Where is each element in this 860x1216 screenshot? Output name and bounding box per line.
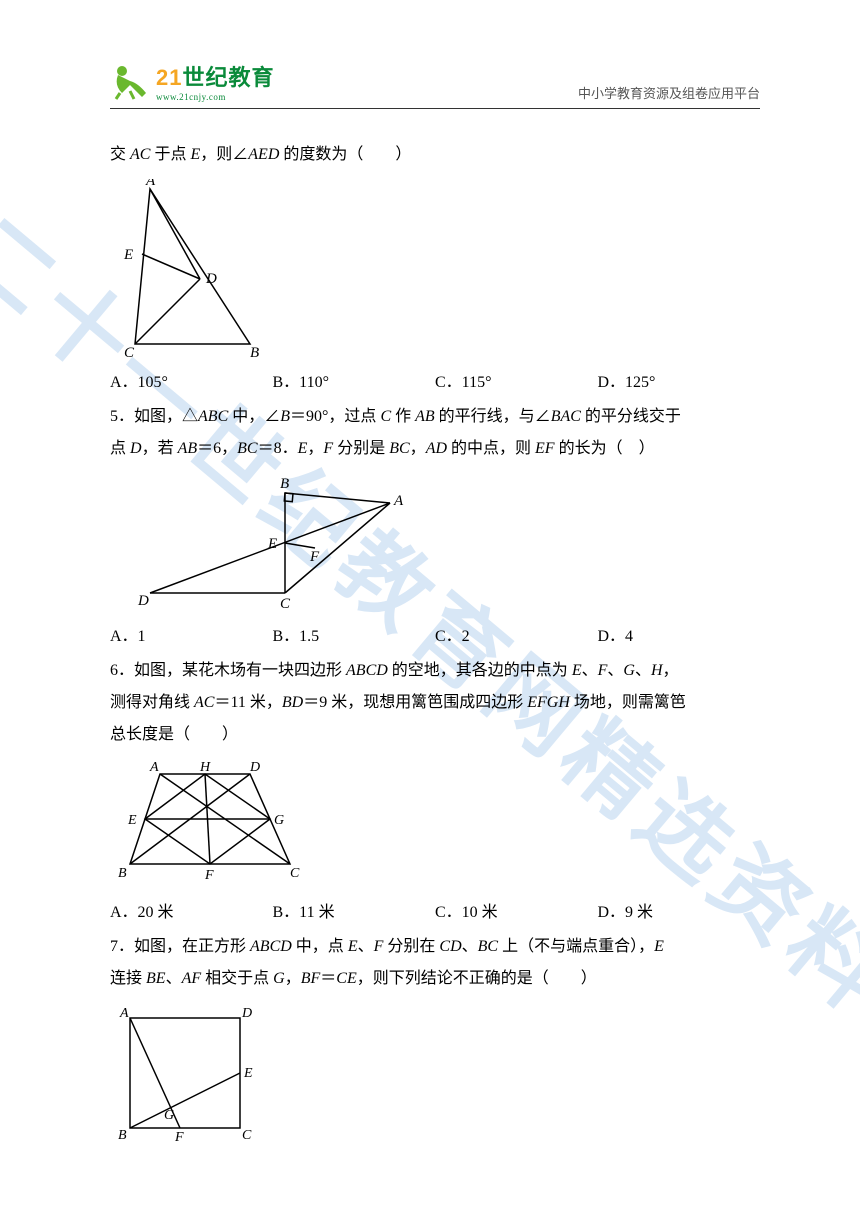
svg-text:E: E: [267, 536, 277, 552]
svg-text:H: H: [199, 760, 211, 775]
svg-text:D: D: [205, 271, 217, 287]
svg-text:C: C: [124, 345, 135, 359]
q6-opt-b: B．11 米: [273, 897, 436, 929]
q5-figure: B A E F C D: [110, 473, 760, 613]
svg-text:C: C: [280, 596, 291, 612]
svg-text:B: B: [280, 476, 289, 492]
q6-figure: A H D E G B F C: [110, 759, 760, 889]
content: 交 AC 于点 E，则∠AED 的度数为（ ） A E D C B: [110, 139, 760, 1143]
logo-icon: [110, 61, 150, 101]
svg-text:B: B: [118, 1128, 127, 1143]
q6-options: A．20 米 B．11 米 C．10 米 D．9 米: [110, 897, 760, 929]
header-right: 中小学教育资源及组卷应用平台: [578, 83, 760, 102]
svg-text:D: D: [241, 1006, 252, 1021]
svg-text:E: E: [127, 813, 137, 828]
svg-text:E: E: [243, 1066, 253, 1081]
svg-text:C: C: [290, 866, 300, 881]
q4-options: A．105° B．110° C．115° D．125°: [110, 367, 760, 399]
svg-text:D: D: [137, 593, 149, 609]
q4-stem: 交 AC 于点 E，则∠AED 的度数为（ ）: [110, 139, 760, 171]
q4-opt-b: B．110°: [273, 367, 436, 399]
svg-text:B: B: [118, 866, 127, 881]
q5-options: A．1 B．1.5 C．2 D．4: [110, 621, 760, 653]
q5-line1: 5．如图，△ABC 中，∠B＝90°，过点 C 作 AB 的平行线，与∠BAC …: [110, 401, 760, 433]
q4-opt-c: C．115°: [435, 367, 598, 399]
q6-opt-a: A．20 米: [110, 897, 273, 929]
logo-sub-text: www.21cnjy.com: [156, 92, 275, 102]
svg-text:G: G: [274, 813, 284, 828]
svg-text:E: E: [123, 247, 133, 263]
q6-opt-d: D．9 米: [598, 897, 761, 929]
svg-text:A: A: [145, 179, 156, 189]
q4-opt-a: A．105°: [110, 367, 273, 399]
svg-text:B: B: [250, 345, 259, 359]
logo: 21世纪教育 www.21cnjy.com: [110, 60, 275, 102]
q7-line2: 连接 BE、AF 相交于点 G，BF＝CE，则下列结论不正确的是（ ）: [110, 963, 760, 995]
q5-opt-d: D．4: [598, 621, 761, 653]
svg-text:F: F: [309, 549, 320, 565]
q6-line3: 总长度是（ ）: [110, 719, 760, 751]
svg-text:G: G: [164, 1108, 174, 1123]
q7-figure: A D E B F C G: [110, 1003, 760, 1143]
q4-figure: A E D C B: [110, 179, 760, 359]
svg-text:A: A: [149, 760, 159, 775]
svg-text:C: C: [242, 1128, 252, 1143]
svg-text:F: F: [204, 868, 214, 883]
svg-text:A: A: [393, 493, 404, 509]
svg-text:D: D: [249, 760, 260, 775]
q7-line1: 7．如图，在正方形 ABCD 中，点 E、F 分别在 CD、BC 上（不与端点重…: [110, 931, 760, 963]
svg-text:A: A: [119, 1006, 129, 1021]
logo-main-text: 21世纪教育: [156, 60, 275, 92]
q6-line1: 6．如图，某花木场有一块四边形 ABCD 的空地，其各边的中点为 E、F、G、H…: [110, 655, 760, 687]
q4-opt-d: D．125°: [598, 367, 761, 399]
q5-opt-b: B．1.5: [273, 621, 436, 653]
header: 21世纪教育 www.21cnjy.com 中小学教育资源及组卷应用平台: [110, 60, 760, 109]
svg-text:F: F: [174, 1130, 184, 1143]
page: 21世纪教育 www.21cnjy.com 中小学教育资源及组卷应用平台 交 A…: [0, 0, 860, 1191]
q5-line2: 点 D，若 AB＝6，BC＝8．E，F 分别是 BC，AD 的中点，则 EF 的…: [110, 433, 760, 465]
q5-opt-a: A．1: [110, 621, 273, 653]
q6-opt-c: C．10 米: [435, 897, 598, 929]
q6-line2: 测得对角线 AC＝11 米，BD＝9 米，现想用篱笆围成四边形 EFGH 场地，…: [110, 687, 760, 719]
q5-opt-c: C．2: [435, 621, 598, 653]
